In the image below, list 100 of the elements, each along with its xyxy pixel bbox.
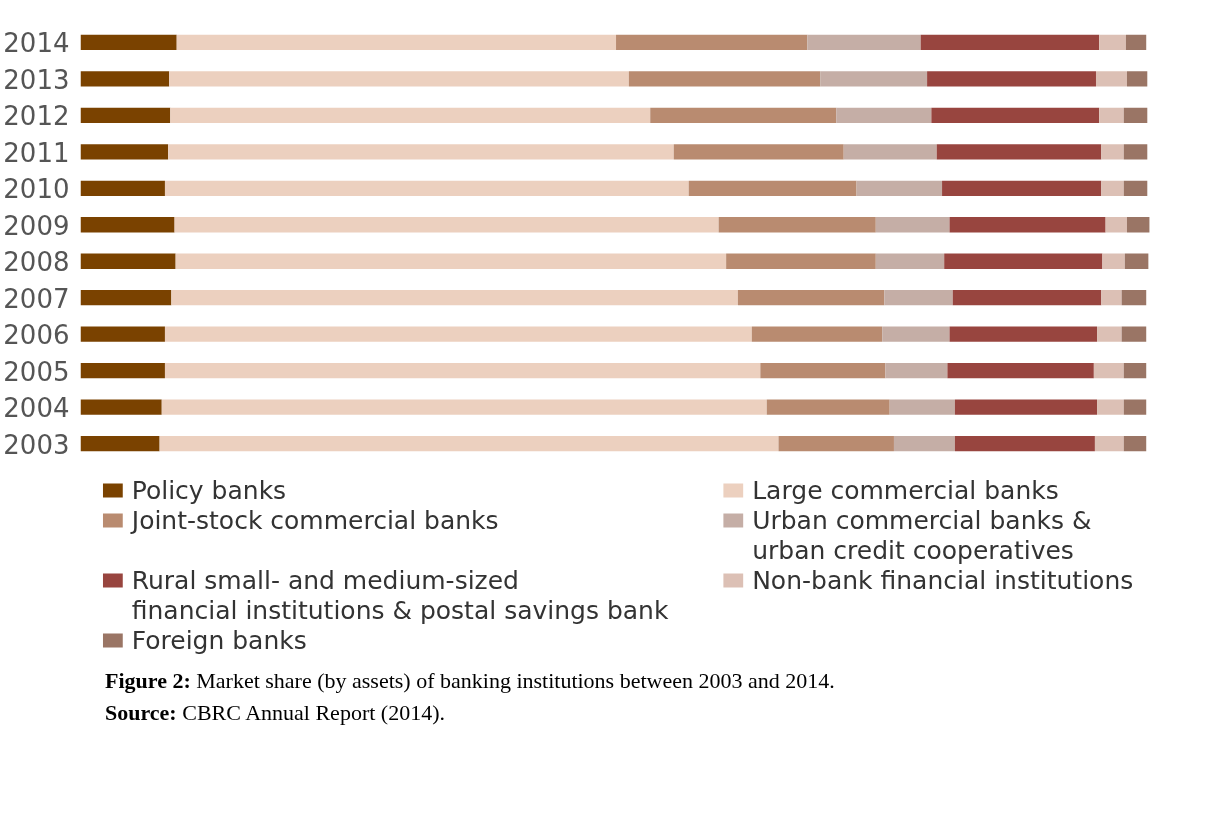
bar	[1121, 326, 1147, 342]
bar	[882, 326, 950, 342]
bar	[175, 253, 727, 269]
bar	[875, 253, 945, 269]
bar	[170, 107, 651, 123]
bar	[1101, 180, 1124, 196]
bar	[1123, 399, 1147, 415]
legend-label: Foreign banks	[131, 626, 307, 655]
bar	[1097, 399, 1124, 415]
bar	[1099, 34, 1126, 51]
bar	[820, 71, 928, 87]
bar	[171, 290, 738, 306]
bar	[1123, 107, 1148, 123]
bar	[737, 290, 885, 306]
bar	[949, 326, 1098, 342]
bar	[1099, 107, 1124, 123]
legend-label: Urban commercial banks & urban credit cooperatives	[752, 506, 1092, 565]
bar	[920, 34, 1100, 51]
y-tick-label: 2005	[3, 356, 70, 387]
bar	[778, 435, 894, 452]
bar	[884, 290, 953, 306]
legend-label: Rural small- and medium-sized financial institutions & postal savings bank	[131, 566, 669, 625]
bar	[936, 144, 1102, 160]
bar	[80, 290, 172, 306]
bar	[760, 363, 886, 379]
bar	[1124, 253, 1149, 269]
bar	[80, 217, 175, 233]
bar	[856, 180, 943, 196]
bar	[688, 180, 857, 196]
bar	[885, 363, 948, 379]
bar	[164, 180, 689, 196]
bar	[1126, 217, 1150, 233]
bar	[1125, 34, 1147, 51]
bar	[80, 71, 170, 87]
bar	[1101, 290, 1122, 306]
legend-label: Large commercial banks	[752, 476, 1059, 505]
bar	[80, 435, 160, 452]
bar	[836, 107, 932, 123]
bar	[80, 253, 176, 269]
bar	[176, 34, 617, 51]
y-tick-label: 2006	[3, 320, 70, 351]
bar	[174, 217, 719, 233]
bar	[164, 363, 761, 379]
bar	[1123, 144, 1148, 160]
bar	[169, 71, 629, 87]
bar	[80, 180, 165, 196]
bar	[889, 399, 955, 415]
bar	[726, 253, 876, 269]
bar	[1123, 180, 1148, 196]
bar	[1123, 435, 1147, 452]
bar	[1097, 326, 1122, 342]
y-tick-label: 2003	[3, 429, 70, 460]
bar	[80, 107, 171, 123]
y-tick-label: 2010	[3, 174, 70, 205]
bar	[650, 107, 837, 123]
bar	[161, 399, 767, 415]
bar	[1094, 435, 1124, 452]
legend-label: Non-bank financial institutions	[752, 566, 1134, 595]
bar	[843, 144, 937, 160]
bar	[1121, 290, 1147, 306]
bar	[1101, 144, 1124, 160]
bar	[164, 326, 752, 342]
bar	[168, 144, 674, 160]
bar	[931, 107, 1100, 123]
bar	[942, 180, 1102, 196]
bar	[718, 217, 876, 233]
bar	[80, 34, 177, 51]
bar	[893, 435, 955, 452]
bar	[673, 144, 844, 160]
bar	[616, 34, 808, 51]
bar	[947, 363, 1094, 379]
bar	[1126, 71, 1148, 87]
bar	[1123, 363, 1147, 379]
y-tick-label: 2007	[3, 283, 70, 314]
y-tick-label: 2013	[3, 64, 70, 95]
bar	[927, 71, 1096, 87]
bar	[80, 399, 162, 415]
bar	[80, 144, 169, 160]
y-tick-label: 2011	[3, 137, 70, 168]
bar	[954, 399, 1098, 415]
bar	[766, 399, 890, 415]
y-tick-label: 2012	[3, 101, 70, 132]
bar	[1095, 71, 1127, 87]
bar	[628, 71, 821, 87]
y-tick-label: 2014	[3, 28, 70, 59]
bar	[944, 253, 1103, 269]
caption: Figure 2: Market share (by assets) of banking institutions between 2003 and 2014.	[105, 668, 835, 693]
bar	[80, 363, 165, 379]
y-tick-label: 2008	[3, 247, 70, 278]
legend-label: Joint-stock commercial banks	[129, 506, 499, 535]
legend-label: Policy banks	[131, 476, 287, 505]
bar	[1102, 253, 1125, 269]
source-note: Source: CBRC Annual Report (2014).	[105, 699, 445, 725]
y-tick-label: 2009	[3, 210, 70, 241]
bar	[875, 217, 950, 233]
bar	[1093, 363, 1124, 379]
bar	[949, 217, 1106, 233]
bar	[954, 435, 1095, 452]
bar	[80, 326, 165, 342]
bar	[159, 435, 779, 452]
